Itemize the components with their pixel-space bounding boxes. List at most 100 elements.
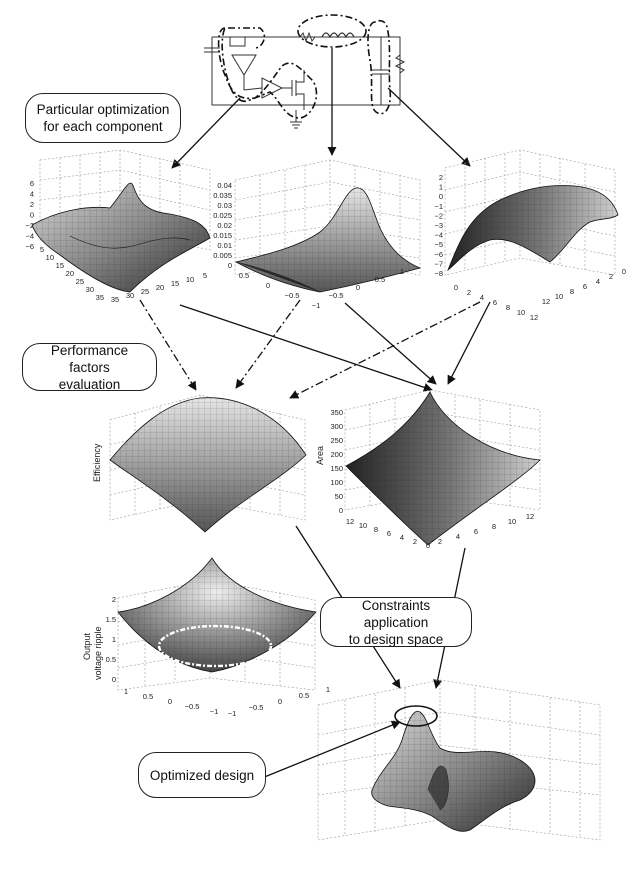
- area-x-ticks: 12 10 8 6 4 2 0: [346, 517, 430, 550]
- callout-performance-text: Performance factors evaluation: [50, 342, 129, 392]
- ripple-y-tick-0: −1: [228, 709, 237, 718]
- circuit-arrows: [171, 48, 471, 169]
- ripple-y-tick-1: −0.5: [249, 703, 264, 712]
- plot3-x-tick-2: 4: [480, 293, 484, 302]
- area-z-tick-3: 200: [330, 450, 343, 459]
- area-z-tick-5: 100: [330, 478, 343, 487]
- ripple-axis-label-2: voltage ripple: [93, 626, 103, 680]
- plot1-z-tick-4: −2: [25, 221, 34, 230]
- plot3-z-tick-8: −6: [434, 250, 443, 259]
- plot2-x-tick-1: 0: [266, 281, 270, 290]
- plot3-x-tick-5: 10: [517, 308, 525, 317]
- callout-particular-optimization: Particular optimization for each compone…: [25, 93, 181, 143]
- plot3-y-tick-3: 6: [583, 282, 587, 291]
- area-x-tick-3: 6: [387, 529, 391, 538]
- plot2-x-tick-0: 0.5: [239, 271, 249, 280]
- plot3-y-tick-4: 4: [596, 277, 600, 286]
- plot2-z-tick-6: 0.01: [217, 241, 232, 250]
- plot3-z-tick-2: 0: [439, 192, 443, 201]
- area-z-tick-7: 0: [339, 506, 343, 515]
- plot3-z-tick-0: 2: [439, 173, 443, 182]
- plot1-x-tick-2: 15: [56, 261, 64, 270]
- plot2-y-tick-1: 0: [356, 283, 360, 292]
- area-z-tick-6: 50: [335, 492, 343, 501]
- plot1-z-tick-0: 6: [30, 179, 34, 188]
- plot3-y-tick-1: 10: [555, 292, 563, 301]
- plot2-z-tick-4: 0.02: [217, 221, 232, 230]
- plot2-z-tick-2: 0.03: [217, 201, 232, 210]
- ripple-z-tick-2: 1: [112, 635, 116, 644]
- plot3-x-tick-6: 12: [530, 313, 538, 322]
- ripple-z-ticks: 2 1.5 1 0.5 0: [106, 595, 116, 684]
- plot1-y-ticks: 5 10 15 20 25 30 35: [111, 271, 207, 304]
- area-z-tick-1: 300: [330, 422, 343, 431]
- plot1-y-tick-3: 20: [156, 283, 164, 292]
- ripple-x-tick-1: 0.5: [143, 692, 153, 701]
- area-x-tick-4: 4: [400, 533, 404, 542]
- plot3-z-tick-10: −8: [434, 269, 443, 278]
- plot1-z-tick-2: 2: [30, 200, 34, 209]
- ripple-x-ticks: 1 0.5 0 −0.5 −1: [124, 687, 218, 716]
- plot2-x-ticks: 0.5 0 −0.5 −1: [239, 271, 321, 310]
- plot2-y-ticks: −0.5 0 0.5 1: [329, 267, 404, 300]
- plot3-y-tick-5: 2: [609, 272, 613, 281]
- ripple-z-tick-3: 0.5: [106, 655, 116, 664]
- ripple-y-tick-4: 1: [326, 685, 330, 694]
- plot3-z-tick-4: −2: [434, 211, 443, 220]
- ripple-axis-label-1: Output: [82, 632, 92, 660]
- circuit-schematic: [204, 14, 406, 129]
- callout-performance-evaluation: Performance factors evaluation: [22, 342, 157, 392]
- plot-output-ripple: Output voltage ripple 2 1.5 1 0.5 0 1 0.5 0 −0.…: [82, 557, 330, 718]
- area-y-tick-5: 12: [526, 512, 534, 521]
- plot2-z-tick-0: 0.04: [217, 181, 232, 190]
- evaluation-arrows: [139, 299, 491, 399]
- callout-constraints-text: Constraints application to design space: [348, 597, 444, 647]
- area-z-tick-2: 250: [330, 436, 343, 445]
- plot3-z-tick-9: −7: [434, 259, 443, 268]
- callout-optimized-text: Optimized design: [149, 767, 255, 783]
- plot2-x-tick-2: −0.5: [285, 291, 300, 300]
- plot3-x-tick-1: 2: [467, 288, 471, 297]
- plot2-z-tick-5: 0.015: [213, 231, 232, 240]
- plot1-z-tick-6: −6: [25, 242, 34, 251]
- plot3-z-tick-7: −5: [434, 240, 443, 249]
- ripple-x-tick-4: −1: [210, 707, 219, 716]
- plot-efficiency: Efficiency: [92, 394, 307, 533]
- efficiency-axis-label: Efficiency: [92, 443, 102, 482]
- plot3-x-tick-3: 6: [493, 298, 497, 307]
- plot2-y-tick-0: −0.5: [329, 291, 344, 300]
- plot1-z-tick-5: −4: [25, 232, 34, 241]
- plot3-z-ticks: 210−1−2−3−4−5−6−7−8: [434, 173, 443, 278]
- ripple-y-tick-2: 0: [278, 697, 282, 706]
- plot2-z-tick-7: 0.005: [213, 251, 232, 260]
- plot2-z-tick-3: 0.025: [213, 211, 232, 220]
- plot1-y-tick-6: 35: [111, 295, 119, 304]
- plot1-x-tick-5: 30: [86, 285, 94, 294]
- area-y-tick-4: 10: [508, 517, 516, 526]
- plot1-x-tick-3: 20: [66, 269, 74, 278]
- plot2-y-tick-3: 1: [400, 267, 404, 276]
- plot1-x-tick-6: 35: [96, 293, 104, 302]
- ripple-x-tick-2: 0: [168, 697, 172, 706]
- plot2-y-tick-2: 0.5: [375, 275, 385, 284]
- ripple-y-ticks: −1 −0.5 0 0.5 1: [228, 685, 330, 718]
- plot1-y-tick-4: 25: [141, 287, 149, 296]
- area-y-tick-2: 6: [474, 527, 478, 536]
- area-z-ticks: 350 300 250 200 150 100 50 0: [330, 408, 343, 515]
- plot1-x-tick-1: 10: [46, 253, 54, 262]
- plot1-z-tick-3: 0: [30, 211, 34, 220]
- plot1-y-tick-0: 5: [203, 271, 207, 280]
- plot3-z-tick-5: −3: [434, 221, 443, 230]
- ripple-z-tick-4: 0: [112, 675, 116, 684]
- ripple-x-tick-3: −0.5: [185, 702, 200, 711]
- area-y-tick-3: 8: [492, 522, 496, 531]
- area-y-tick-1: 4: [456, 532, 460, 541]
- area-x-tick-0: 12: [346, 517, 354, 526]
- plot3-z-tick-1: 1: [439, 183, 443, 192]
- plot3-z-tick-6: −4: [434, 231, 443, 240]
- callout-particular-text: Particular optimization for each compone…: [36, 102, 170, 134]
- plot1-y-tick-5: 30: [126, 291, 134, 300]
